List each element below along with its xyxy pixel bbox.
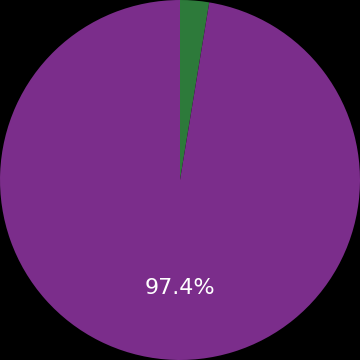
Text: 97.4%: 97.4% bbox=[145, 278, 215, 298]
Wedge shape bbox=[180, 0, 209, 180]
